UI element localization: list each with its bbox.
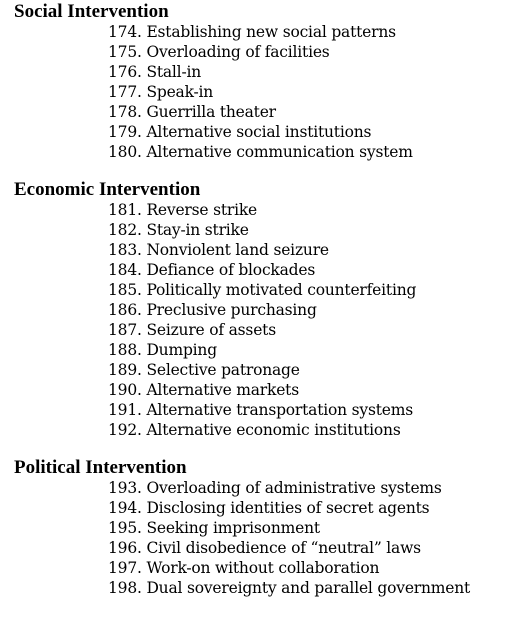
list-item: 195. Seeking imprisonment bbox=[108, 519, 320, 537]
list-item: 179. Alternative social institutions bbox=[108, 123, 372, 141]
section-heading: Social Intervention bbox=[14, 1, 169, 22]
list-item: 181. Reverse strike bbox=[108, 201, 257, 219]
list-item: 198. Dual sovereignty and parallel gover… bbox=[108, 579, 471, 597]
item-list: 193. Overloading of administrative syste… bbox=[0, 478, 508, 598]
list-item: 184. Defiance of blockades bbox=[108, 261, 316, 279]
list-item: 193. Overloading of administrative syste… bbox=[108, 479, 442, 497]
list-item: 178. Guerrilla theater bbox=[108, 103, 276, 121]
list-item: 182. Stay-in strike bbox=[108, 221, 249, 239]
list-item: 192. Alternative economic institutions bbox=[108, 421, 401, 439]
list-item: 196. Civil disobedience of “neutral” law… bbox=[108, 539, 421, 557]
item-list: 174. Establishing new social patterns 17… bbox=[0, 22, 508, 162]
list-item: 183. Nonviolent land seizure bbox=[108, 241, 329, 259]
item-list: 181. Reverse strike 182. Stay-in strike … bbox=[0, 200, 508, 440]
document: Social Intervention 174. Establishing ne… bbox=[0, 2, 508, 616]
list-item: 194. Disclosing identities of secret age… bbox=[108, 499, 430, 517]
list-item: 187. Seizure of assets bbox=[108, 321, 276, 339]
list-item: 188. Dumping bbox=[108, 341, 217, 359]
list-item: 177. Speak-in bbox=[108, 83, 214, 101]
list-item: 191. Alternative transportation systems bbox=[108, 401, 413, 419]
section-political-intervention: Political Intervention 193. Overloading … bbox=[0, 458, 508, 598]
list-item: 189. Selective patronage bbox=[108, 361, 300, 379]
section-heading: Economic Intervention bbox=[14, 179, 201, 200]
list-item: 190. Alternative markets bbox=[108, 381, 299, 399]
section-social-intervention: Social Intervention 174. Establishing ne… bbox=[0, 2, 508, 162]
list-item: 185. Politically motivated counterfeitin… bbox=[108, 281, 417, 299]
list-item: 176. Stall-in bbox=[108, 63, 202, 81]
list-item: 180. Alternative communication system bbox=[108, 143, 413, 161]
list-item: 186. Preclusive purchasing bbox=[108, 301, 317, 319]
list-item: 197. Work-on without collaboration bbox=[108, 559, 380, 577]
section-heading: Political Intervention bbox=[14, 457, 187, 478]
section-economic-intervention: Economic Intervention 181. Reverse strik… bbox=[0, 180, 508, 440]
list-item: 174. Establishing new social patterns bbox=[108, 23, 396, 41]
list-item: 175. Overloading of facilities bbox=[108, 43, 330, 61]
